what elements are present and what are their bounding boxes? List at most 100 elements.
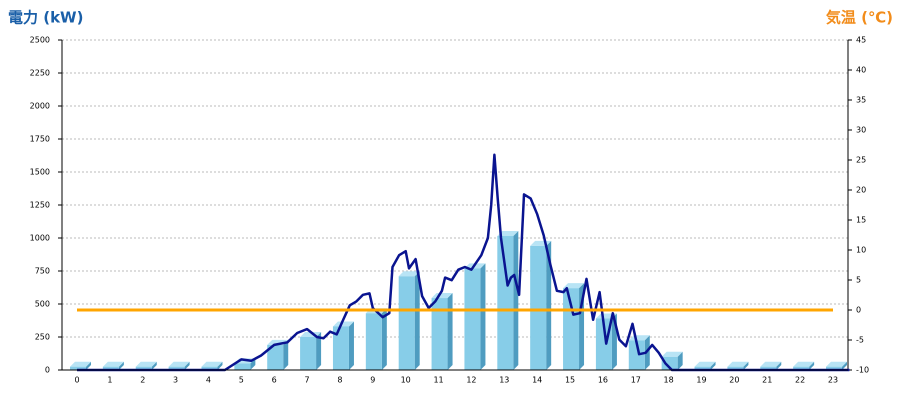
bar-side <box>250 358 256 370</box>
bar-side <box>447 293 453 370</box>
y-tick-label: 1000 <box>30 234 50 243</box>
bar-side <box>677 351 683 370</box>
power-line <box>77 153 850 372</box>
bar <box>727 366 744 370</box>
bar <box>694 366 711 370</box>
y-tick-label: 1750 <box>30 135 50 144</box>
x-tick-label: 4 <box>206 376 211 385</box>
y-tick-label: 1500 <box>30 168 50 177</box>
x-tick-label: 12 <box>466 376 476 385</box>
y2-tick-label: 40 <box>856 66 866 75</box>
bar-side <box>480 263 486 370</box>
x-tick-label: 13 <box>499 376 509 385</box>
x-tick-label: 7 <box>305 376 310 385</box>
bar-side <box>809 361 815 370</box>
x-tick-label: 9 <box>370 376 375 385</box>
bar-top <box>168 361 190 367</box>
bar <box>234 363 251 370</box>
bar-top <box>102 361 124 367</box>
bar-top <box>201 361 223 367</box>
y-tick-label: 1250 <box>30 201 50 210</box>
x-tick-label: 23 <box>828 376 838 385</box>
y2-tick-label: 20 <box>856 186 866 195</box>
bar-top <box>563 283 585 289</box>
x-tick-label: 17 <box>631 376 641 385</box>
y-tick-label: 2250 <box>30 69 50 78</box>
y2-tick-label: 35 <box>856 96 866 105</box>
x-tick-label: 22 <box>795 376 805 385</box>
x-tick-label: 5 <box>239 376 244 385</box>
bar-side <box>86 361 91 370</box>
x-tick-label: 21 <box>762 376 772 385</box>
bar <box>431 298 448 370</box>
bar <box>300 337 317 370</box>
bar-side <box>414 271 420 370</box>
bar-side <box>776 361 782 370</box>
x-tick-label: 6 <box>272 376 277 385</box>
x-tick-label: 18 <box>664 376 674 385</box>
y2-tick-label: 45 <box>856 36 866 45</box>
bar-top <box>70 361 91 367</box>
bar-side <box>381 308 387 370</box>
bar-side <box>184 361 190 370</box>
x-tick-label: 10 <box>401 376 411 385</box>
y2-tick-label: 30 <box>856 126 866 135</box>
x-tick-label: 16 <box>598 376 608 385</box>
y-tick-label: 500 <box>35 300 50 309</box>
x-tick-label: 20 <box>729 376 739 385</box>
bar-top <box>332 321 354 327</box>
bar <box>661 356 678 370</box>
y2-tick-label: 0 <box>856 306 861 315</box>
bar <box>70 366 86 370</box>
y-tick-label: 0 <box>45 366 50 375</box>
bar <box>793 366 810 370</box>
bar <box>332 326 349 370</box>
x-tick-label: 8 <box>337 376 342 385</box>
bar <box>760 366 777 370</box>
bar-side <box>283 339 289 370</box>
x-tick-label: 3 <box>173 376 178 385</box>
y-tick-label: 750 <box>35 267 50 276</box>
bar-top <box>661 351 683 357</box>
bar <box>497 236 514 370</box>
y2-tick-label: -10 <box>856 366 869 375</box>
bar <box>398 276 415 370</box>
bar-side <box>217 361 223 370</box>
bar-top <box>727 361 749 367</box>
bar-side <box>513 231 519 370</box>
y-tick-label: 2500 <box>30 36 50 45</box>
bar-top <box>694 361 716 367</box>
y2-tick-label: 5 <box>856 276 861 285</box>
bar <box>102 366 119 370</box>
y2-tick-label: 15 <box>856 216 866 225</box>
y-tick-label: 250 <box>35 333 50 342</box>
bar-side <box>710 361 716 370</box>
bar-top <box>135 361 157 367</box>
bar-side <box>546 240 552 370</box>
bar-top <box>760 361 782 367</box>
bar-side <box>118 361 124 370</box>
x-tick-label: 0 <box>74 376 79 385</box>
bar-side <box>842 361 847 370</box>
y-axis-title: 電力 (kW) <box>8 9 83 27</box>
y2-tick-label: 10 <box>856 246 866 255</box>
x-tick-label: 15 <box>565 376 575 385</box>
bar-side <box>743 361 749 370</box>
bar-side <box>348 321 354 370</box>
bar <box>365 313 382 370</box>
bar <box>135 366 152 370</box>
bar-side <box>151 361 157 370</box>
bar <box>267 344 284 370</box>
bar <box>530 245 547 370</box>
bar-top <box>793 361 815 367</box>
x-tick-label: 1 <box>107 376 112 385</box>
x-tick-label: 11 <box>433 376 443 385</box>
bar-side <box>316 332 322 370</box>
y2-tick-label: -5 <box>856 336 864 345</box>
bar-top <box>497 231 519 237</box>
y2-axis-title: 気温 (℃) <box>826 9 893 27</box>
bar <box>201 366 218 370</box>
bar-top <box>398 271 420 277</box>
bar <box>464 268 481 370</box>
